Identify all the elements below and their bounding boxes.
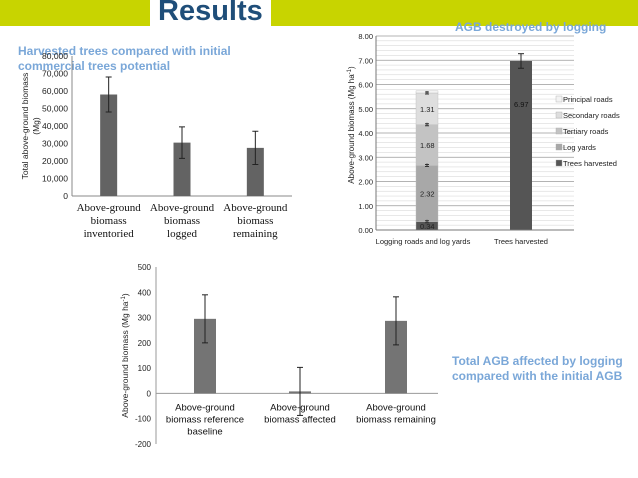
y-tick-label: 2.00 <box>358 178 373 187</box>
y-tick-label: 80,000 <box>42 51 68 61</box>
harvested-trees-chart: 0 10,000 20,000 30,000 40,000 50,000 60,000 70,… <box>20 51 292 240</box>
y-tick-label: 1.00 <box>358 202 373 211</box>
legend-label: Secondary roads <box>563 111 620 120</box>
y-tick-label: 5.00 <box>358 105 373 114</box>
y-tick-label: 8.00 <box>358 32 373 41</box>
x-category-label: biomass affected <box>264 414 336 425</box>
y-tick-label: 3.00 <box>358 153 373 162</box>
y-tick-label: 0 <box>63 191 68 201</box>
page-title: Results <box>150 0 271 26</box>
y-tick-label: 4.00 <box>358 129 373 138</box>
legend-swatch <box>555 111 563 119</box>
x-category-label: inventoried <box>84 228 135 240</box>
y-tick-label: 6.00 <box>358 81 373 90</box>
y-tick-label: 0 <box>147 389 152 398</box>
y-tick-label: 7.00 <box>358 56 373 65</box>
caption-harvested: Harvested trees compared with initial co… <box>18 44 231 73</box>
x-category-label: biomass <box>164 215 200 227</box>
x-category-label: biomass <box>91 215 127 227</box>
y-tick-label: 50,000 <box>42 104 68 114</box>
y-tick-label: 10,000 <box>42 174 68 184</box>
bar <box>194 318 216 394</box>
legend-label: Log yards <box>563 143 596 152</box>
x-category-label: Above-ground <box>270 402 330 413</box>
y-tick-label: 100 <box>138 364 152 373</box>
bar <box>385 320 407 394</box>
x-category-label: Above-ground <box>175 402 235 413</box>
x-category-label: Above-ground <box>150 202 215 214</box>
y-tick-label: 400 <box>138 288 152 297</box>
bar <box>173 142 191 196</box>
x-category-label: biomass remaining <box>356 414 436 425</box>
y-axis-label-line: (Mg) <box>31 117 41 135</box>
y-axis-label: Total above-ground biomass(Mg) <box>20 73 41 180</box>
legend-swatch <box>555 127 563 135</box>
y-tick-label: 300 <box>138 314 152 323</box>
data-label: 0.34 <box>420 222 435 231</box>
legend-label: Principal roads <box>563 95 613 104</box>
header-bar <box>0 0 638 26</box>
caption-affected: Total AGB affected by logging compared w… <box>452 354 623 383</box>
agb-affected-chart: -200 -100 0 100 200 300 400 500 Above-ground bio… <box>120 263 438 449</box>
x-category-label: Logging roads and log yards <box>376 237 471 246</box>
data-label: 2.32 <box>420 190 435 199</box>
data-label: 6.97 <box>514 100 529 109</box>
y-tick-label: 40,000 <box>42 121 68 131</box>
x-category-label: Above-ground <box>77 202 142 214</box>
legend-label: Tertiary roads <box>563 127 609 136</box>
data-label: 1.68 <box>420 141 435 150</box>
legend-swatch <box>555 143 563 151</box>
legend-label: Trees harvested <box>563 159 617 168</box>
y-tick-label: -200 <box>135 440 152 449</box>
x-category-label: baseline <box>187 426 222 437</box>
y-tick-label: 500 <box>138 263 152 272</box>
caption-destroyed: AGB destroyed by logging <box>455 20 607 34</box>
y-tick-label: 0.00 <box>358 226 373 235</box>
agb-destroyed-chart: 0.00 1.00 2.00 3.00 4.00 5.00 6.00 7.00 8.00 Abov… <box>347 32 620 246</box>
data-label: 1.31 <box>420 105 435 114</box>
x-category-label: logged <box>167 228 197 240</box>
y-tick-label: 200 <box>138 339 152 348</box>
y-tick-label: 30,000 <box>42 139 68 149</box>
x-category-label: remaining <box>233 228 278 240</box>
x-category-label: Above-ground <box>223 202 288 214</box>
x-category-label: Above-ground <box>366 402 426 413</box>
y-axis-label: Above-ground biomass (Mg ha-1) <box>120 293 130 418</box>
y-tick-label: -100 <box>135 415 152 424</box>
y-tick-label: 60,000 <box>42 86 68 96</box>
bar-trees-harvested <box>510 60 532 230</box>
legend-swatch <box>555 95 563 103</box>
bar <box>246 147 264 196</box>
y-tick-label: 70,000 <box>42 69 68 79</box>
y-axis-label: Above-ground biomass (Mg ha-1) <box>347 66 356 184</box>
legend-swatch <box>555 159 563 167</box>
x-category-label: biomass <box>237 215 273 227</box>
y-axis-label-line: Total above-ground biomass <box>20 73 30 180</box>
bar <box>100 94 118 196</box>
x-category-label: Trees harvested <box>494 237 548 246</box>
y-tick-label: 20,000 <box>42 156 68 166</box>
x-category-label: biomass reference <box>166 414 244 425</box>
